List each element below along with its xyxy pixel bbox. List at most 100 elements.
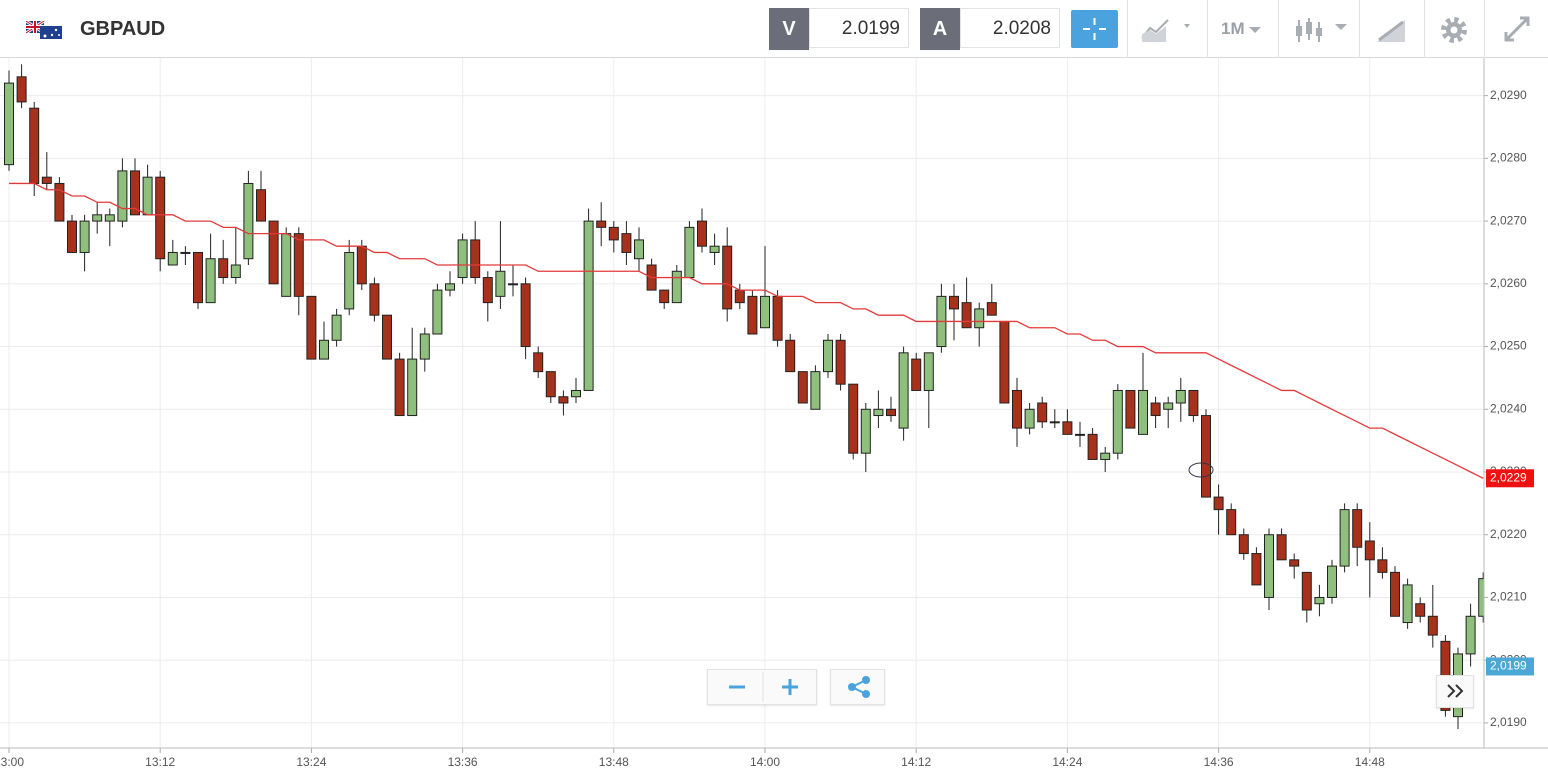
chart-type-button[interactable] (1140, 16, 1196, 44)
price-badge (1486, 469, 1534, 488)
candle-body (999, 320, 1010, 404)
candle-body (860, 408, 871, 454)
y-tick-label: 2,0240 (1490, 401, 1527, 415)
candle-body (621, 233, 632, 253)
candle-body (760, 295, 770, 329)
candle-body (92, 214, 103, 222)
candle-body (394, 358, 405, 417)
candle-body (1037, 402, 1048, 423)
sell-price[interactable]: 2.0199 (809, 8, 909, 48)
sell-code[interactable]: V (769, 8, 809, 50)
candle-body (1327, 565, 1337, 598)
candle-body (797, 371, 808, 404)
candle-body (256, 189, 266, 222)
candle-body (1150, 402, 1161, 417)
candle-body (1301, 571, 1312, 611)
x-tick-label: 13:24 (296, 755, 326, 769)
y-tick-label: 2,0210 (1490, 590, 1527, 604)
candle-body (571, 389, 581, 398)
candle-body (697, 220, 707, 247)
candle-body (1012, 389, 1022, 429)
candle-style-button[interactable] (1295, 16, 1351, 46)
zoom-controls (707, 669, 817, 705)
candle-body (319, 339, 329, 360)
candle-body (671, 270, 682, 304)
symbol: GBPAUD (80, 18, 166, 40)
candle-body (1226, 509, 1237, 536)
candle-body (520, 283, 531, 348)
candle-body (281, 233, 292, 297)
y-tick-label: 2,0260 (1490, 276, 1527, 290)
candle-body (243, 182, 254, 260)
candle-body (369, 283, 380, 316)
candle-body (823, 339, 833, 373)
candle-body (1062, 421, 1073, 435)
candle-body (1289, 559, 1300, 567)
moving-average (9, 182, 1484, 479)
price-badge-label: 2,0199 (1490, 659, 1527, 673)
candle-body (67, 220, 77, 253)
candle-body (1478, 578, 1484, 617)
candle-body (1075, 433, 1085, 436)
candle-body (974, 308, 985, 329)
settings-button[interactable] (1439, 15, 1469, 45)
candle-body (734, 289, 745, 304)
y-tick-label: 2,0190 (1490, 715, 1527, 729)
candle-body (583, 220, 594, 391)
candle-body (344, 251, 355, 310)
candle-body (1112, 389, 1123, 454)
share-button[interactable] (830, 669, 885, 705)
candle-body (1238, 534, 1249, 555)
candle-body (785, 339, 796, 373)
candle-body (986, 302, 997, 316)
candle-body (29, 107, 40, 184)
candle-body (772, 295, 783, 341)
candle-body (1364, 540, 1375, 561)
candle-body (331, 314, 342, 341)
candle-body (16, 76, 27, 103)
y-tick-label: 2,0270 (1490, 213, 1527, 227)
candle-body (482, 277, 493, 304)
draw-tool-button[interactable] (1375, 16, 1409, 44)
x-tick-label: 14:12 (901, 755, 931, 769)
candle-body (1465, 615, 1476, 655)
candle-body (1415, 603, 1426, 617)
crosshair-button[interactable] (1071, 10, 1118, 48)
x-tick-label: 14:24 (1052, 755, 1082, 769)
candle-body (1213, 496, 1224, 511)
x-tick-label: 13:48 (599, 755, 629, 769)
candle-body (608, 226, 619, 241)
candle-body (180, 251, 191, 254)
x-tick-label: 13:36 (448, 755, 478, 769)
candle-body (104, 214, 115, 222)
candle-body (470, 239, 481, 279)
timeframe-button[interactable]: 1M (1221, 0, 1262, 58)
candle-body (1314, 596, 1325, 605)
candle-body (54, 182, 65, 222)
buy-code[interactable]: A (920, 8, 960, 50)
x-tick-label: 13:12 (145, 755, 175, 769)
x-tick-label: 14:36 (1204, 755, 1234, 769)
candle-body (709, 245, 720, 253)
candle-body (949, 295, 959, 310)
candle-body (508, 283, 518, 286)
candle-body (230, 264, 241, 279)
candle-body (1339, 509, 1350, 567)
candle-body (218, 258, 229, 279)
cursor (1188, 462, 1214, 478)
candle-body (923, 352, 934, 391)
candle-body (1138, 389, 1148, 435)
candle-body (432, 289, 443, 335)
candle-body (1175, 389, 1186, 404)
x-tick-label: 13:00 (0, 755, 24, 769)
separator (1207, 0, 1208, 58)
price-badge-label: 2,0229 (1490, 470, 1527, 484)
candle-body (419, 333, 430, 360)
buy-price[interactable]: 2.0208 (960, 8, 1060, 48)
candle-body (1188, 389, 1199, 417)
scroll-end-button[interactable] (1436, 675, 1474, 708)
candle-body (268, 220, 279, 285)
candle-body (886, 408, 896, 417)
fullscreen-button[interactable] (1502, 16, 1532, 44)
